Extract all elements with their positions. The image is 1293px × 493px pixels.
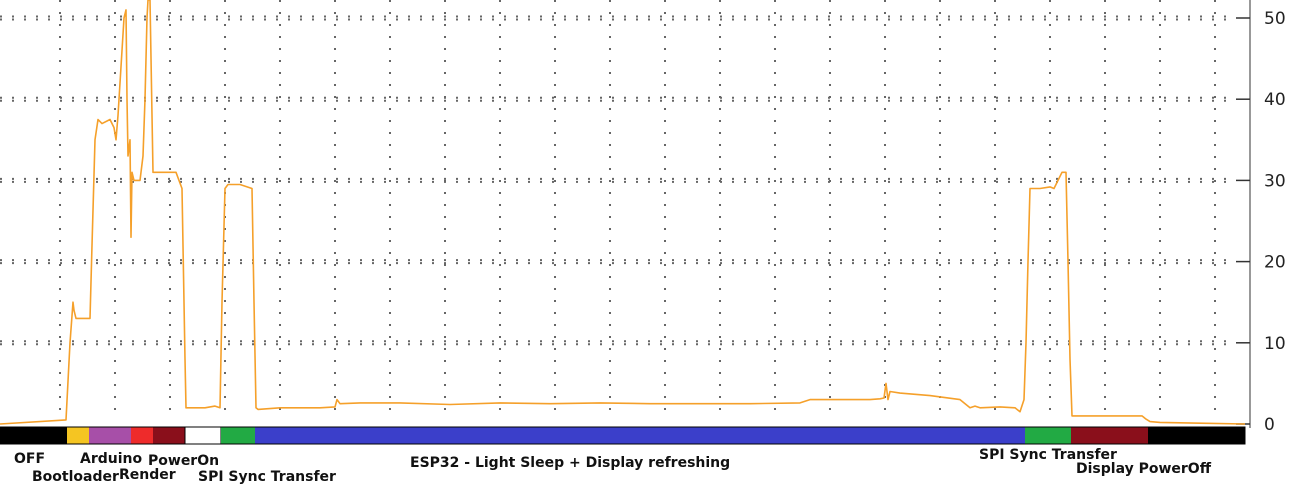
phase-label: Arduino <box>80 451 142 467</box>
phase-label: SPI Sync Transfer <box>198 469 336 485</box>
y-tick-label: 40 <box>1264 90 1286 110</box>
series-line <box>0 0 1246 425</box>
y-tick-label: 10 <box>1264 334 1286 354</box>
y-tick-label: 50 <box>1264 9 1286 29</box>
phase-label: Render <box>119 467 176 483</box>
phase-segment <box>184 426 222 445</box>
phase-label: PowerOn <box>148 453 219 469</box>
phase-label: Bootloader <box>32 469 119 485</box>
phase-segment <box>221 427 255 444</box>
phase-label: OFF <box>14 451 45 467</box>
y-tick-label: 0 <box>1264 415 1275 435</box>
phase-bar <box>0 426 1246 445</box>
y-tick-label: 20 <box>1264 253 1286 273</box>
phase-segment <box>131 427 153 444</box>
y-tick-label: 30 <box>1264 171 1286 191</box>
phase-segment <box>1071 427 1148 444</box>
phase-label: SPI Sync Transfer <box>979 447 1117 463</box>
y-axis: 0 10 20 30 40 50 <box>1236 0 1286 435</box>
phase-segment <box>1148 427 1245 444</box>
phase-segment <box>0 427 67 444</box>
phase-segment <box>255 427 1025 444</box>
phase-bar-border <box>0 426 1246 445</box>
phase-segment <box>1025 427 1071 444</box>
series <box>0 0 1246 425</box>
phase-segment <box>153 427 185 444</box>
phase-segment <box>67 427 89 444</box>
phase-label: Display PowerOff <box>1076 461 1212 477</box>
grid <box>0 0 1230 420</box>
phase-segment <box>89 427 131 444</box>
phase-label: ESP32 - Light Sleep + Display refreshing <box>410 455 730 471</box>
